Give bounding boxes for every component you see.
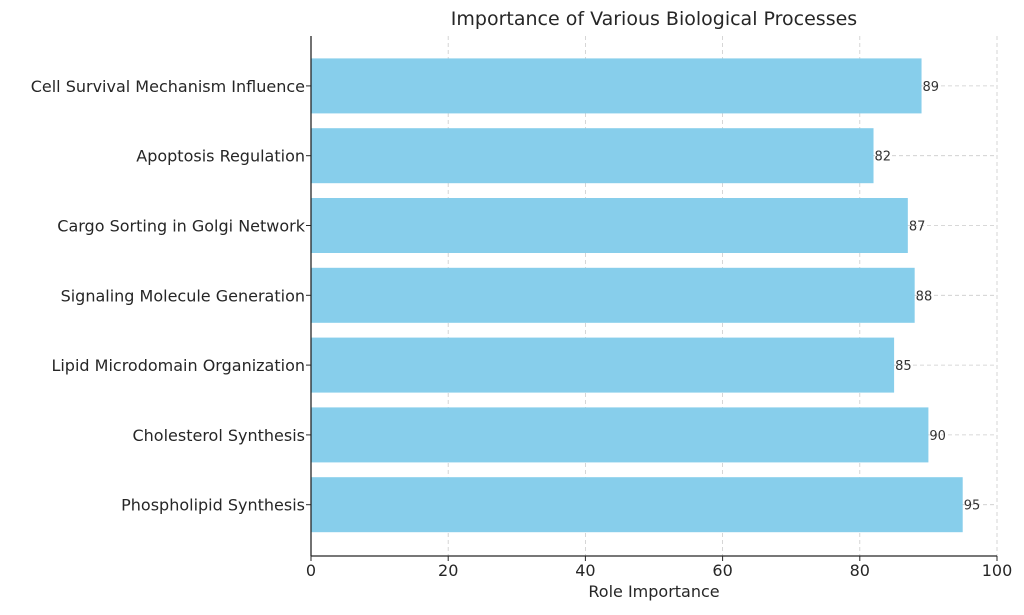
category-label: Cell Survival Mechanism Influence bbox=[31, 77, 305, 96]
category-label: Lipid Microdomain Organization bbox=[51, 356, 305, 375]
axes bbox=[310, 36, 997, 557]
bar bbox=[311, 58, 922, 114]
value-label: 85 bbox=[895, 359, 912, 374]
x-tick-label: 60 bbox=[712, 561, 732, 580]
chart-title: Importance of Various Biological Process… bbox=[451, 8, 857, 30]
value-label: 90 bbox=[929, 429, 946, 444]
category-label: Cargo Sorting in Golgi Network bbox=[57, 217, 305, 236]
bar bbox=[311, 477, 963, 533]
bar bbox=[311, 128, 874, 184]
x-tick-label: 20 bbox=[438, 561, 458, 580]
category-labels: Phospholipid Synthesis Cholesterol Synthe… bbox=[31, 77, 311, 515]
value-label: 87 bbox=[909, 220, 926, 235]
x-axis-label: Role Importance bbox=[588, 582, 719, 601]
category-label: Signaling Molecule Generation bbox=[61, 286, 305, 305]
bar bbox=[311, 337, 895, 393]
bar bbox=[311, 407, 929, 463]
bar bbox=[311, 267, 915, 323]
value-label: 95 bbox=[964, 499, 981, 514]
x-ticks: 0 20 40 60 80 100 bbox=[306, 556, 1012, 580]
category-label: Apoptosis Regulation bbox=[136, 147, 305, 166]
bar bbox=[311, 198, 908, 253]
value-labels: 95 90 85 88 87 82 89 bbox=[875, 80, 981, 514]
x-tick-label: 40 bbox=[575, 561, 595, 580]
value-label: 82 bbox=[875, 150, 892, 165]
x-tick-label: 80 bbox=[850, 561, 870, 580]
category-label: Phospholipid Synthesis bbox=[121, 496, 305, 515]
category-label: Cholesterol Synthesis bbox=[132, 426, 305, 445]
value-label: 89 bbox=[923, 80, 940, 95]
value-label: 88 bbox=[916, 289, 933, 304]
x-tick-label: 0 bbox=[306, 561, 316, 580]
x-tick-label: 100 bbox=[982, 561, 1013, 580]
bars bbox=[311, 58, 963, 533]
